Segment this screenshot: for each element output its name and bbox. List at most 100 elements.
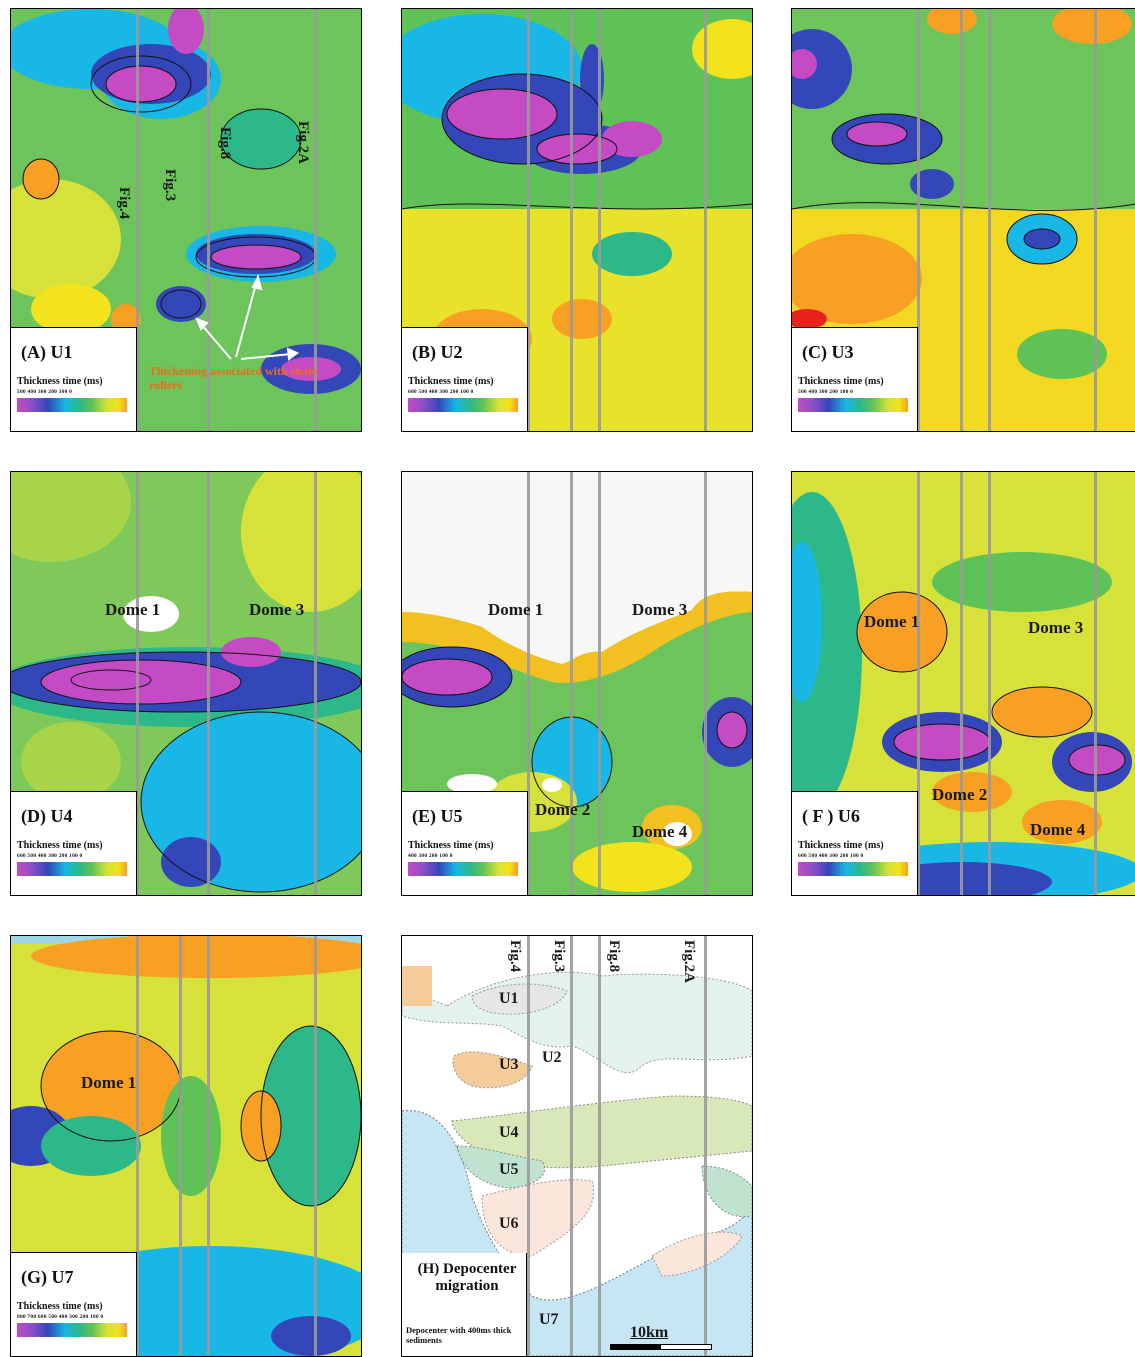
seismic-line bbox=[136, 9, 139, 431]
colorbar bbox=[17, 1323, 127, 1337]
unit-label: U3 bbox=[499, 1056, 519, 1073]
seismic-line bbox=[136, 936, 139, 1356]
thickness-map bbox=[792, 9, 1135, 431]
colorbar bbox=[17, 862, 127, 876]
seismic-line bbox=[1094, 9, 1097, 431]
seismic-line bbox=[960, 472, 963, 895]
colorbar bbox=[798, 862, 908, 876]
map-panel-u5: Dome 1 Dome 3 Dome 2 Dome 4 (E) U5 Thick… bbox=[401, 471, 753, 896]
legend-ticks: 600 500 400 300 200 100 0 bbox=[798, 853, 864, 859]
panel-title: (A) U1 bbox=[21, 342, 73, 362]
legend: (A) U1 Thickness time (ms) 500 400 300 2… bbox=[11, 327, 137, 431]
unit-label: U6 bbox=[499, 1215, 519, 1232]
fig-label: Fig.3 bbox=[162, 169, 178, 202]
colorbar bbox=[798, 398, 908, 412]
legend-ticks: 400 300 200 100 0 bbox=[408, 853, 453, 859]
legend: (C) U3 Thickness time (ms) 500 400 300 2… bbox=[792, 327, 918, 431]
colorbar bbox=[17, 398, 127, 412]
legend-title: Thickness time (ms) bbox=[798, 376, 884, 387]
dome-label: Dome 1 bbox=[488, 600, 544, 619]
seismic-line bbox=[1094, 472, 1097, 895]
seismic-line bbox=[570, 9, 573, 431]
seismic-line bbox=[960, 9, 963, 431]
seismic-line bbox=[207, 472, 210, 895]
fig-label: Fig.4 bbox=[116, 187, 132, 220]
thickness-map bbox=[402, 472, 752, 895]
legend: (E) U5 Thickness time (ms) 400 300 200 1… bbox=[402, 791, 528, 895]
legend-ticks: 600 500 400 300 200 100 0 bbox=[408, 389, 474, 395]
legend-ticks: 800 700 600 500 400 300 200 100 0 bbox=[17, 1314, 104, 1320]
unit-label: U4 bbox=[499, 1124, 519, 1141]
seismic-line bbox=[314, 472, 317, 895]
seismic-line bbox=[570, 472, 573, 895]
seismic-line bbox=[314, 9, 317, 431]
scale-bar-label: 10km bbox=[630, 1324, 669, 1341]
legend: (B) U2 Thickness time (ms) 600 500 400 3… bbox=[402, 327, 528, 431]
seismic-line bbox=[988, 472, 991, 895]
panel-title: (C) U3 bbox=[802, 342, 854, 362]
dome-label: Dome 4 bbox=[1030, 820, 1086, 839]
legend: (D) U4 Thickness time (ms) 600 500 400 3… bbox=[11, 791, 137, 895]
legend-title: Thickness time (ms) bbox=[17, 1301, 103, 1312]
fig-label: Fig.3 bbox=[551, 940, 567, 973]
legend: (H) Depocenter migration Depocenter with… bbox=[402, 1253, 527, 1356]
depocenter-migration-panel: Fig.4 Fig.3 Fig.8 Fig.2A U1 U2 U3 U4 U5 … bbox=[401, 935, 753, 1357]
seismic-line bbox=[704, 9, 707, 431]
seismic-line bbox=[314, 936, 317, 1356]
map-panel-u6: Dome 1 Dome 3 Dome 2 Dome 4 ( F ) U6 Thi… bbox=[791, 471, 1135, 896]
seismic-line bbox=[207, 936, 210, 1356]
unit-label: U1 bbox=[499, 990, 519, 1007]
legend-ticks: 600 500 400 300 200 100 0 bbox=[17, 853, 83, 859]
panel-title: (D) U4 bbox=[21, 806, 73, 826]
panel-title: (E) U5 bbox=[412, 806, 463, 826]
fig-label: Fig.8 bbox=[217, 127, 233, 160]
seismic-line bbox=[598, 936, 601, 1356]
legend: ( F ) U6 Thickness time (ms) 600 500 400… bbox=[792, 791, 918, 895]
dome-label: Dome 4 bbox=[632, 822, 688, 841]
dome-label: Dome 2 bbox=[932, 785, 988, 804]
legend-title: Thickness time (ms) bbox=[408, 840, 494, 851]
fig-label: Fig.2A bbox=[681, 940, 697, 983]
seismic-line bbox=[704, 936, 707, 1356]
seismic-line bbox=[527, 9, 530, 431]
shale-roller-annotation: Thickening associated with shale rollers bbox=[149, 364, 317, 392]
seismic-line bbox=[988, 9, 991, 431]
legend-ticks: 500 400 300 200 100 0 bbox=[17, 389, 73, 395]
panel-title: (H) Depocenter migration bbox=[417, 1261, 517, 1294]
seismic-line bbox=[598, 9, 601, 431]
seismic-line bbox=[598, 472, 601, 895]
seismic-line bbox=[527, 936, 530, 1356]
seismic-line bbox=[917, 9, 920, 431]
legend-title: Thickness time (ms) bbox=[798, 840, 884, 851]
fig-label: Fig.2A bbox=[295, 121, 311, 164]
dome-label: Dome 3 bbox=[249, 600, 305, 619]
panel-title: (B) U2 bbox=[412, 342, 463, 362]
legend-ticks: 500 400 300 200 100 0 bbox=[798, 389, 854, 395]
legend-title: Thickness time (ms) bbox=[408, 376, 494, 387]
legend-title: Thickness time (ms) bbox=[17, 840, 103, 851]
seismic-line bbox=[179, 936, 182, 1356]
panel-title: (G) U7 bbox=[21, 1267, 74, 1287]
dome-label: Dome 1 bbox=[105, 600, 161, 619]
seismic-line bbox=[570, 936, 573, 1356]
seismic-line bbox=[917, 472, 920, 895]
dome-label: Dome 3 bbox=[632, 600, 688, 619]
seismic-line bbox=[704, 472, 707, 895]
dome-label: Dome 1 bbox=[81, 1073, 137, 1092]
dome-label: Dome 3 bbox=[1028, 618, 1084, 637]
colorbar bbox=[408, 862, 518, 876]
legend: (G) U7 Thickness time (ms) 800 700 600 5… bbox=[11, 1252, 137, 1356]
annotation-arrows bbox=[195, 274, 299, 361]
dome-label: Dome 2 bbox=[535, 800, 591, 819]
map-panel-u7: Dome 1 (G) U7 Thickness time (ms) 800 70… bbox=[10, 935, 362, 1357]
legend-note: Depocenter with 400ms thick sediments bbox=[406, 1325, 512, 1345]
seismic-line bbox=[207, 9, 210, 431]
fig-label: Fig.4 bbox=[507, 940, 523, 973]
map-panel-u4: Dome 1 Dome 3 (D) U4 Thickness time (ms)… bbox=[10, 471, 362, 896]
unit-label: U7 bbox=[539, 1311, 559, 1328]
legend-title: Thickness time (ms) bbox=[17, 376, 103, 387]
dome-label: Dome 1 bbox=[864, 612, 920, 631]
seismic-line bbox=[136, 472, 139, 895]
map-panel-u2: (B) U2 Thickness time (ms) 600 500 400 3… bbox=[401, 8, 753, 432]
map-panel-u1: Fig.4 Fig.3 Fig.8 Fig.2A Thickening asso… bbox=[10, 8, 362, 432]
